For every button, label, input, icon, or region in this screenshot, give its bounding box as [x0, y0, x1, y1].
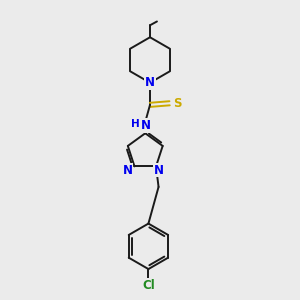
- Text: N: N: [145, 76, 155, 89]
- Text: H: H: [131, 119, 140, 129]
- Text: S: S: [173, 97, 182, 110]
- Text: Cl: Cl: [142, 279, 155, 292]
- Text: N: N: [154, 164, 164, 177]
- Text: N: N: [141, 119, 151, 132]
- Text: N: N: [123, 164, 133, 177]
